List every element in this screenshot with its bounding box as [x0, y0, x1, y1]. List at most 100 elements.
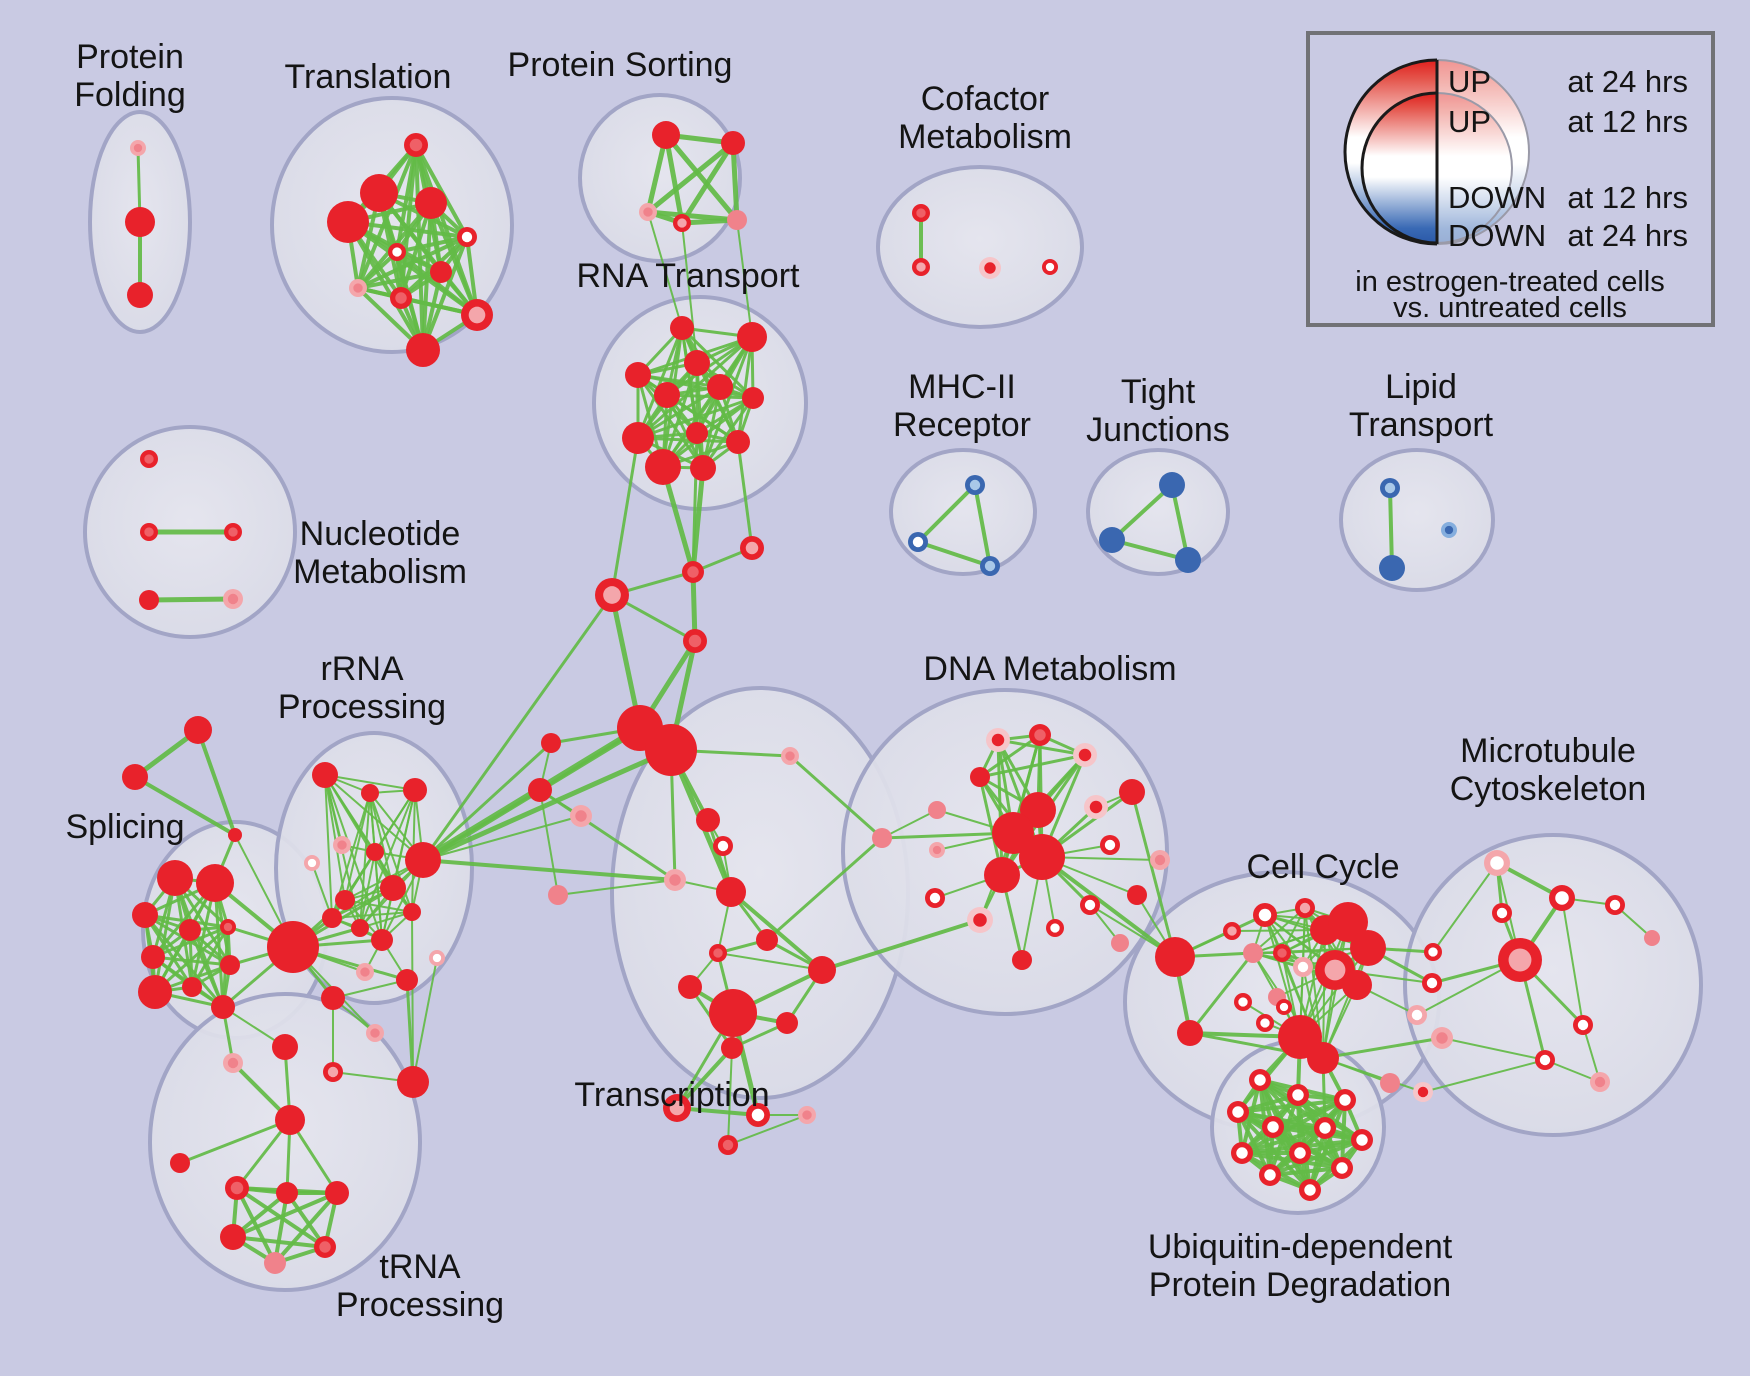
network-node-sp9 — [220, 955, 240, 975]
network-edge — [359, 911, 413, 929]
network-node-center-cc19 — [1428, 947, 1438, 957]
network-node-center-rr4 — [337, 840, 347, 850]
network-edge — [717, 952, 823, 971]
network-node-center-hb9 — [717, 840, 729, 852]
legend-down-12-label: DOWN — [1448, 180, 1546, 215]
network-edge — [681, 222, 698, 364]
network-edge — [1441, 1037, 1546, 1061]
network-node-center-mc1 — [1490, 856, 1504, 870]
network-node-center-tr13 — [370, 1028, 380, 1038]
network-edge — [1422, 1059, 1546, 1093]
network-edge — [188, 928, 225, 1009]
network-node-cc11 — [1342, 970, 1372, 1000]
network-node-rt2 — [737, 322, 767, 352]
network-node-rt11 — [645, 449, 681, 485]
network-node-rt3 — [625, 362, 651, 388]
network-node-tr14 — [397, 1066, 429, 1098]
network-node-center-ub3 — [1339, 1094, 1351, 1106]
network-node-tr9 — [220, 1224, 246, 1250]
network-node-rt7 — [742, 387, 764, 409]
network-edge — [691, 431, 699, 574]
network-edge — [636, 326, 684, 440]
network-edge — [730, 140, 740, 223]
network-node-center-cc5 — [1277, 948, 1287, 958]
network-node-sp6 — [141, 945, 165, 969]
legend-up-12-time: at 12 hrs — [1567, 104, 1688, 139]
cluster-label-transcription: Transcription — [574, 1076, 769, 1114]
network-node-spt2 — [122, 764, 148, 790]
cluster-ellipse-trna-processing — [148, 992, 422, 1292]
network-node-rr10 — [403, 903, 421, 921]
cluster-label-splicing: Splicing — [65, 808, 184, 846]
network-node-sp2 — [196, 864, 234, 902]
network-node-rr7 — [335, 890, 355, 910]
network-edge — [1231, 929, 1326, 932]
network-edge — [285, 1191, 327, 1249]
network-node-rr18 — [321, 986, 345, 1010]
cluster-label-dna-metabolism: DNA Metabolism — [923, 650, 1176, 688]
cluster-label-protein-sorting: Protein Sorting — [508, 46, 733, 84]
network-node-sp1 — [157, 860, 193, 896]
network-node-center-mh3 — [984, 560, 996, 572]
network-node-center-cc21 — [1411, 1009, 1423, 1021]
network-node-center-nm1 — [144, 454, 154, 464]
network-node-ps5 — [727, 210, 747, 230]
network-node-center-dm1 — [991, 733, 1005, 747]
network-node-center-dm13 — [973, 913, 987, 927]
network-node-center-cf4 — [1045, 262, 1055, 272]
network-edge — [273, 1191, 289, 1265]
network-node-center-dm18 — [1084, 899, 1096, 911]
network-node-rr9 — [380, 875, 406, 901]
network-node-center-hb11 — [785, 751, 795, 761]
network-edge — [727, 1114, 808, 1146]
network-edge — [663, 132, 685, 226]
network-node-center-mc7 — [1609, 899, 1621, 911]
network-node-center-mc11 — [1577, 1019, 1589, 1031]
network-node-rt5 — [707, 374, 733, 400]
network-node-center-ps4 — [677, 218, 687, 228]
network-node-center-lp1 — [1384, 482, 1396, 494]
legend-inner-right-arc — [1436, 92, 1513, 244]
network-edge — [332, 979, 408, 999]
network-edge — [324, 774, 416, 791]
network-node-cc4 — [1243, 943, 1263, 963]
network-edge — [356, 270, 443, 290]
network-node-center-tl5 — [461, 231, 473, 243]
network-node-mc8 — [1644, 930, 1660, 946]
network-node-dm11 — [1019, 834, 1065, 880]
network-edge — [701, 335, 754, 470]
cluster-ellipse-cofactor-metabolism — [876, 165, 1084, 329]
network-edge — [1110, 483, 1174, 542]
network-edge — [273, 1191, 339, 1265]
cluster-label-protein-folding: Protein Folding — [74, 38, 186, 114]
network-node-center-mc3 — [1496, 907, 1508, 919]
network-edge — [636, 396, 755, 440]
network-edge — [1322, 929, 1326, 1059]
network-edge — [178, 1118, 292, 1165]
network-edge — [1321, 1036, 1444, 1060]
network-node-center-ub8 — [1236, 1147, 1248, 1159]
cluster-ellipse-microtubule-cytoskeleton — [1403, 833, 1703, 1137]
network-node-rt8 — [622, 422, 654, 454]
network-edge — [231, 1191, 339, 1239]
network-edge — [788, 754, 884, 840]
network-node-rr11 — [322, 908, 342, 928]
network-node-rr16 — [396, 969, 418, 991]
network-edge — [324, 774, 424, 861]
network-node-center-dm15 — [1154, 854, 1166, 866]
network-node-center-tx1 — [669, 874, 681, 886]
network-edge — [647, 211, 683, 329]
network-node-center-tx13 — [722, 1139, 734, 1151]
network-node-rr6 — [366, 843, 384, 861]
network-node-center-cc2 — [1258, 908, 1272, 922]
network-edge — [395, 235, 469, 254]
cluster-ellipse-translation — [270, 96, 514, 354]
cluster-label-rrna-processing: rRNA Processing — [278, 650, 446, 726]
network-node-center-pf1 — [133, 143, 143, 153]
network-node-center-hb7 — [575, 810, 587, 822]
network-node-center-ub11 — [1264, 1169, 1276, 1181]
network-node-center-ub12 — [1304, 1184, 1316, 1196]
network-node-center-cc17 — [1227, 926, 1237, 936]
